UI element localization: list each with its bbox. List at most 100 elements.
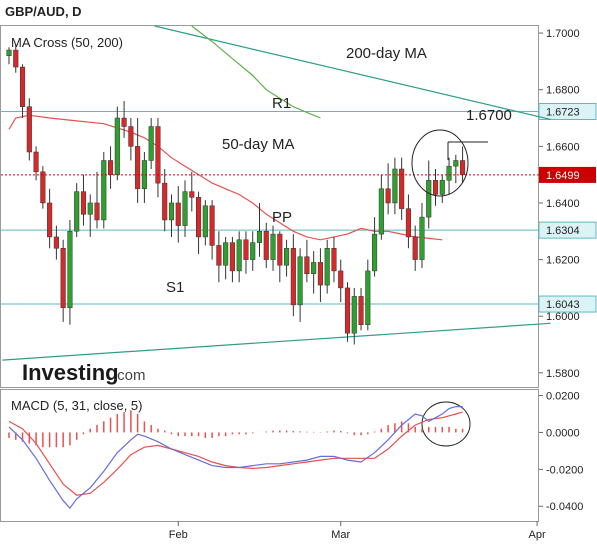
level-value-box-s1 [538, 295, 597, 313]
candle-down [385, 188, 391, 204]
candle-down [209, 205, 215, 246]
candle-up [453, 160, 459, 167]
candle-up [392, 168, 398, 204]
annotations: 200-day MA 50-day MA R1 PP S1 1.6700 [166, 45, 512, 447]
candle-down [399, 168, 405, 209]
candle-down [405, 208, 411, 238]
candle-up [87, 202, 93, 215]
highlight-circle-macd [421, 401, 471, 447]
macd-tick-label: 0.0200 [546, 391, 580, 403]
candle-down [304, 256, 310, 274]
candle-down [432, 180, 439, 195]
candle-up [168, 202, 175, 221]
candle-down [216, 245, 222, 266]
ma50-line [8, 114, 443, 241]
candle-down [243, 239, 249, 260]
candle-up [270, 233, 276, 260]
pivot-levels: 1.6723 1.6304 1.6043 [1, 103, 597, 313]
macd-label: MACD (5, 31, close, 5) [11, 398, 143, 413]
candle-down [189, 191, 195, 198]
candle-up [250, 242, 256, 260]
candle-up [223, 242, 229, 266]
candle-down [47, 202, 53, 238]
candle-down [412, 236, 418, 260]
candle-down [53, 236, 59, 249]
trendlines [2, 25, 551, 361]
level-value-label: 1.6723 [546, 107, 580, 119]
candle-up [114, 117, 120, 175]
candle-down [13, 49, 19, 68]
price-tick-label: 1.5800 [546, 368, 580, 380]
candle-down [317, 262, 323, 286]
level-value-box-pp [538, 221, 597, 239]
candle-up [67, 231, 73, 308]
trendline [154, 25, 551, 121]
highlight-circle-price [411, 129, 469, 197]
candle-down [33, 151, 39, 173]
candle-down [128, 126, 134, 147]
ma200-line [191, 25, 321, 119]
candle-down [196, 197, 202, 238]
candle-down [460, 160, 466, 175]
candle-up [426, 180, 432, 218]
date-tick-label: Feb [169, 529, 188, 541]
price-tick-label: 1.6600 [546, 141, 580, 153]
candle-up [419, 216, 425, 260]
candle-down [108, 160, 114, 175]
last-price-box [539, 166, 596, 183]
candle-up [439, 180, 445, 195]
candle-down [263, 231, 269, 260]
candle-up [101, 160, 107, 221]
investing-watermark: Investing .com [22, 360, 146, 385]
candle-up [202, 205, 208, 238]
macd-tick-label: -0.0200 [546, 464, 583, 476]
candle-down [358, 296, 364, 325]
level-value-label: 1.6043 [546, 299, 580, 311]
annotation-text: S1 [166, 279, 184, 296]
watermark-suffix: .com [113, 367, 146, 384]
candle-down [60, 248, 66, 308]
candle-up [324, 248, 330, 286]
price-tick-label: 1.6200 [546, 255, 580, 267]
date-tick-label: Mar [331, 529, 350, 541]
candle-down [229, 242, 235, 272]
candle-down [162, 182, 168, 221]
candle-down [155, 126, 161, 184]
candle-up [351, 296, 357, 334]
candle-up [378, 188, 384, 235]
candle-down [338, 270, 344, 289]
moving-averages [8, 25, 443, 241]
candle-down [40, 171, 46, 204]
annotation-text: PP [272, 209, 292, 226]
level-value-box-r1 [538, 103, 597, 121]
price-tick-label: 1.6000 [546, 311, 580, 323]
candle-down [290, 248, 296, 306]
macd-panel-frame [0, 389, 539, 522]
macd-histogram [8, 410, 464, 448]
level-value-label: 1.6304 [546, 225, 580, 237]
watermark-brand: Investing [22, 360, 119, 385]
candle-up [446, 165, 452, 181]
annotation-text: 200-day MA [346, 45, 427, 62]
candle-up [311, 262, 317, 274]
price-axis: 1.7000 1.6800 1.6600 1.6400 1.6200 1.6000 1.58… [539, 28, 580, 380]
price-tick-label: 1.7000 [546, 28, 580, 40]
candle-up [148, 126, 154, 161]
date-axis: Feb Mar Apr [169, 521, 546, 541]
macd-axis: 0.0200 0.0000 -0.0200 -0.0400 [539, 391, 583, 513]
ma-cross-label: MA Cross (50, 200) [11, 35, 123, 50]
candle-down [331, 248, 337, 272]
candle-up [182, 191, 188, 226]
macd-lines [8, 406, 463, 510]
candle-up [297, 256, 303, 306]
chart-title: GBP/AUD, D [5, 4, 82, 19]
annotation-text: 1.6700 [466, 107, 512, 124]
price-tick-label: 1.6800 [546, 85, 580, 97]
macd-line [8, 406, 463, 510]
candle-down [135, 146, 141, 190]
last-price-line: 1.6499 [1, 166, 596, 183]
candle-up [6, 49, 12, 56]
price-tick-label: 1.6400 [546, 198, 580, 210]
candle-down [277, 233, 283, 266]
candle-up [284, 248, 290, 266]
